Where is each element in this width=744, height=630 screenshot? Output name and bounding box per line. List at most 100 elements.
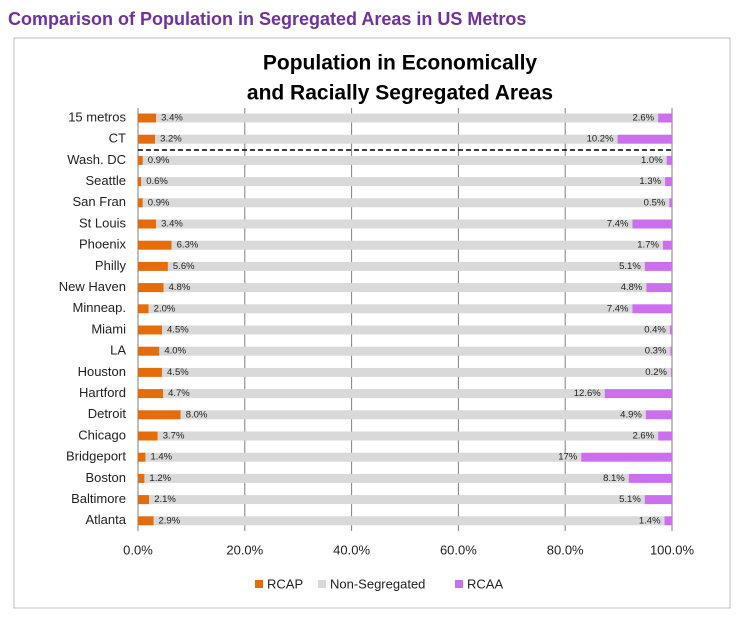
bar-segment <box>645 410 672 420</box>
bar-segment <box>153 516 665 526</box>
data-label: 1.3% <box>639 176 661 187</box>
data-label: 0.9% <box>148 197 170 208</box>
legend-swatch <box>318 580 326 588</box>
data-label: 1.0% <box>641 155 663 166</box>
bar-segment <box>156 219 633 229</box>
bar-segment <box>141 177 666 187</box>
bar-segment <box>632 219 672 229</box>
x-tick-label: 40.0% <box>333 542 370 557</box>
data-label: 4.5% <box>167 325 189 336</box>
bar-segment <box>658 113 672 123</box>
bar-segment <box>145 452 582 462</box>
bar-segment <box>666 155 672 165</box>
y-tick-label: Chicago <box>78 427 126 442</box>
x-tick-label: 80.0% <box>547 542 584 557</box>
bar-segment <box>670 367 672 377</box>
y-tick-label: Miami <box>91 321 126 336</box>
data-label: 0.3% <box>645 346 667 357</box>
bar-segment <box>669 198 672 208</box>
data-label: 1.7% <box>637 240 659 251</box>
page-title: Comparison of Population in Segregated A… <box>8 9 526 29</box>
y-tick-label: Atlanta <box>86 512 127 527</box>
x-tick-label: 60.0% <box>440 542 477 557</box>
data-label: 1.2% <box>149 473 171 484</box>
bar-segment <box>162 325 670 335</box>
bar-segment <box>156 113 659 123</box>
bar-segment <box>617 134 672 144</box>
y-tick-label: 15 metros <box>68 109 126 124</box>
y-tick-label: Seattle <box>86 173 126 188</box>
y-tick-label: Hartford <box>79 385 126 400</box>
data-label: 4.8% <box>621 282 643 293</box>
chart-frame <box>13 37 731 609</box>
bar-segment <box>144 473 629 483</box>
data-label: 2.9% <box>158 515 180 526</box>
y-tick-label: Wash. DC <box>67 152 126 167</box>
y-tick-label: St Louis <box>79 215 126 230</box>
y-tick-label: Bridgeport <box>66 449 126 464</box>
bar-segment <box>163 283 647 293</box>
bar-segment <box>138 346 160 356</box>
bar-segment <box>171 240 663 250</box>
data-label: 2.1% <box>154 494 176 505</box>
y-tick-label: New Haven <box>59 279 126 294</box>
data-label: 4.7% <box>168 388 190 399</box>
y-tick-label: Baltimore <box>71 491 126 506</box>
bar-segment <box>148 304 633 314</box>
y-tick-label: San Fran <box>73 194 126 209</box>
bar-segment <box>138 431 158 441</box>
data-label: 3.4% <box>161 113 183 124</box>
bar-segment <box>142 155 667 165</box>
bar-segment <box>155 134 618 144</box>
bar-segment <box>632 304 672 314</box>
bar-segment <box>628 473 672 483</box>
bar-segment <box>142 198 670 208</box>
bar-segment <box>138 452 146 462</box>
bar-segment <box>644 495 672 505</box>
data-label: 2.6% <box>632 113 654 124</box>
legend-swatch <box>255 580 263 588</box>
x-tick-label: 100.0% <box>650 542 695 557</box>
bar-segment <box>138 177 142 187</box>
data-label: 2.6% <box>632 431 654 442</box>
bar-segment <box>180 410 646 420</box>
bar-segment <box>138 198 143 208</box>
x-tick-label: 20.0% <box>226 542 263 557</box>
bar-segment <box>658 431 672 441</box>
data-label: 1.4% <box>639 515 661 526</box>
bar-segment <box>644 261 672 271</box>
legend-label: RCAA <box>467 576 503 591</box>
data-label: 0.2% <box>645 367 667 378</box>
bar-segment <box>138 283 164 293</box>
bar-segment <box>138 113 157 123</box>
data-label: 7.4% <box>607 219 629 230</box>
bar-segment <box>163 389 605 399</box>
data-label: 5.6% <box>173 261 195 272</box>
bar-segment <box>162 367 671 377</box>
data-label: 0.6% <box>146 176 168 187</box>
bar-segment <box>138 367 163 377</box>
y-tick-label: CT <box>109 131 126 146</box>
data-label: 5.1% <box>619 261 641 272</box>
bar-segment <box>138 219 157 229</box>
data-label: 0.4% <box>644 325 666 336</box>
data-label: 0.9% <box>148 155 170 166</box>
bar-segment <box>138 304 149 314</box>
bar-segment <box>138 155 143 165</box>
y-tick-label: Minneap. <box>73 300 126 315</box>
data-label: 2.0% <box>154 303 176 314</box>
data-label: 7.4% <box>607 303 629 314</box>
chart-title: and Racially Segregated Areas <box>247 82 553 105</box>
y-tick-label: Detroit <box>88 406 127 421</box>
bar-segment <box>149 495 645 505</box>
y-tick-label: LA <box>110 343 126 358</box>
bar-segment <box>138 134 156 144</box>
legend-label: RCAP <box>267 576 303 591</box>
bar-segment <box>604 389 672 399</box>
data-label: 4.9% <box>620 409 642 420</box>
bar-segment <box>662 240 672 250</box>
data-label: 4.8% <box>169 282 191 293</box>
data-label: 3.4% <box>161 219 183 230</box>
y-tick-label: Phoenix <box>79 237 126 252</box>
bar-segment <box>138 473 145 483</box>
